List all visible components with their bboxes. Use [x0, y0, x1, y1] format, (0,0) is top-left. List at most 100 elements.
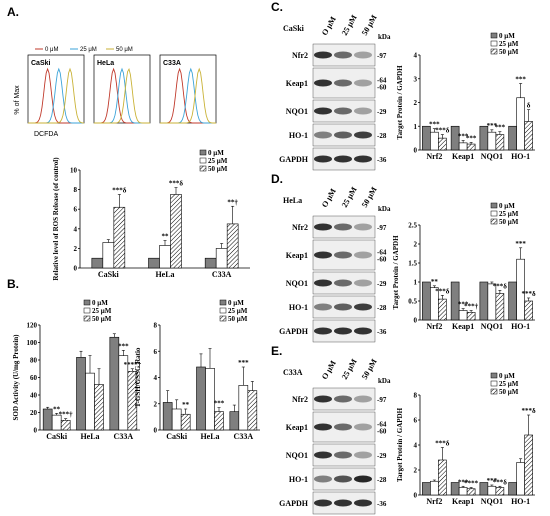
blot-band — [314, 327, 332, 335]
significance-label: *** — [515, 76, 526, 84]
blot-cell-label: C33A — [283, 368, 303, 377]
bar — [422, 281, 431, 321]
legend-label: 0 μM — [228, 299, 244, 307]
blot-protein-label: NQO1 — [286, 107, 308, 116]
legend-label: 0 μM — [499, 202, 515, 210]
significance-label: δ — [527, 102, 531, 110]
x-tick-label: NQO1 — [481, 152, 503, 161]
y-tick-label: 4 — [414, 442, 418, 450]
x-tick-label: NQO1 — [481, 322, 503, 331]
panel-label-e: E. — [271, 344, 282, 358]
bar — [495, 293, 505, 321]
bar — [458, 142, 468, 151]
blot-kda-marker: -97 — [377, 52, 387, 60]
blot-kda-marker: -29 — [377, 108, 387, 116]
significance-label: ***δ — [169, 180, 184, 188]
x-tick-label: C33A — [212, 270, 232, 279]
y-axis-label: Target Protein / GAPDH — [392, 235, 400, 310]
blot-protein-label: Keap1 — [286, 251, 308, 260]
y-tick-label: 120 — [27, 322, 38, 330]
bar — [516, 97, 525, 151]
blot-kda-marker: -28 — [377, 132, 387, 140]
blot-band — [354, 499, 372, 507]
blot-band — [314, 279, 332, 287]
blot-band — [354, 223, 372, 231]
y-tick-label: 8 — [154, 322, 158, 330]
bar — [495, 134, 505, 151]
bar — [162, 402, 173, 431]
y-tick-label: 2 — [414, 99, 418, 107]
bar — [180, 413, 191, 431]
bar — [466, 143, 476, 151]
x-tick-label: Keap1 — [452, 497, 474, 506]
y-tick-label: 0 — [74, 265, 78, 273]
significance-label: ***δ — [435, 440, 450, 448]
x-tick-label: Nrf2 — [426, 497, 442, 506]
y-tick-label: 6 — [414, 417, 418, 425]
blot-kda-marker: -64 — [377, 77, 387, 85]
blot-band — [334, 303, 352, 311]
blot-band — [354, 51, 372, 59]
y-tick-label: 0 — [154, 427, 158, 435]
x-tick-label: HeLa — [200, 432, 219, 441]
legend-swatch — [490, 40, 498, 47]
blot-cell-label: CaSki — [283, 24, 305, 33]
blot-band — [334, 131, 352, 139]
flow-histogram — [28, 67, 84, 124]
significance-label: *** — [466, 134, 477, 142]
blot-band — [334, 395, 352, 403]
y-tick-label: 0 — [414, 317, 418, 325]
blot-lane-header: 50 μM — [360, 185, 379, 209]
blot-band — [354, 327, 372, 335]
y-tick-label: 0.5 — [408, 298, 417, 306]
bar — [214, 411, 224, 431]
y-axis-label: SOD Activity (U/mg Protein) — [12, 334, 20, 421]
blot-band — [354, 131, 372, 139]
legend-label: 25 μM — [208, 157, 228, 165]
bar — [458, 487, 468, 496]
significance-label: *** — [487, 477, 498, 485]
blot-band — [314, 499, 332, 507]
legend-swatch — [490, 380, 498, 387]
ros-chart: 0 2 4 6 8 10 Relative level of ROS Release (of… — [52, 149, 250, 281]
legend-swatch — [199, 149, 207, 156]
flow-cell-label: HeLa — [97, 60, 114, 67]
blot-band — [314, 251, 332, 259]
blot-band — [334, 51, 352, 59]
x-tick-label: Nrf2 — [426, 152, 442, 161]
blot-band — [334, 279, 352, 287]
y-tick-label: 2 — [74, 245, 78, 253]
blot-lane-header: 25 μM — [340, 357, 359, 381]
significance-label: ****† — [124, 361, 142, 369]
y-axis-label: Target Protein / GAPDH — [396, 407, 404, 482]
blot-kda-marker: -36 — [377, 500, 387, 508]
flow-legend-2: 50 μM — [116, 47, 133, 53]
y-tick-label: 2.5 — [408, 222, 417, 230]
blot-lane-header: O μM — [320, 15, 338, 37]
bar — [430, 480, 439, 496]
blot-band — [354, 251, 372, 259]
bar — [238, 385, 249, 431]
blot-band — [314, 395, 332, 403]
blot-lane-header: 50 μM — [360, 13, 379, 37]
legend-label: 50 μM — [499, 48, 519, 56]
significance-label: *** — [495, 124, 506, 132]
bar — [148, 257, 160, 269]
blot-lane-header: O μM — [320, 359, 338, 381]
blot-kda-marker: -60 — [377, 84, 387, 92]
legend-label: 25 μM — [92, 307, 112, 315]
blot-protein-label: NQO1 — [286, 451, 308, 460]
bar — [204, 257, 217, 269]
legend-label: 0 μM — [499, 32, 515, 40]
bar — [466, 488, 476, 496]
blot-d-quant-chart: 0 0.5 1 1.5 2 2.5 Target Protein / GAPDH Nrf2 **… — [392, 202, 536, 331]
bar — [430, 131, 439, 151]
y-tick-label: 2 — [414, 241, 418, 249]
blot-band — [334, 475, 352, 483]
x-tick-label: HeLa — [155, 270, 174, 279]
flow-histogram — [28, 67, 85, 124]
blot-protein-label: GAPDH — [279, 499, 309, 508]
blot-protein-label: NQO1 — [286, 279, 308, 288]
significance-label: ***δ — [493, 282, 508, 290]
